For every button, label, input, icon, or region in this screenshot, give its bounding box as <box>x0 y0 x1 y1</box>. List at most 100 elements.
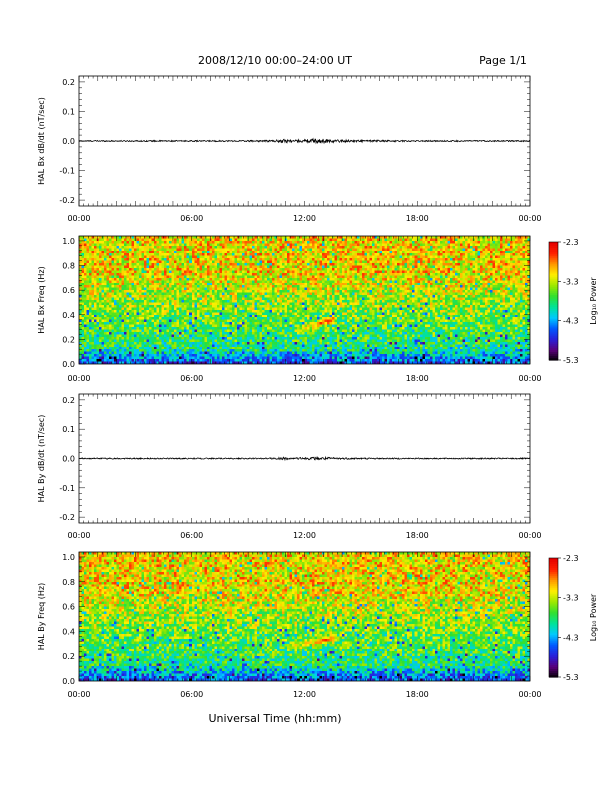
colorbar-swatch <box>549 354 558 357</box>
colorbar-swatch <box>549 621 558 625</box>
y-tick-label: 0.0 <box>62 137 75 146</box>
colorbar-swatch <box>549 561 558 565</box>
colorbar-swatch <box>549 247 558 251</box>
y-tick-label: 0.0 <box>62 360 75 369</box>
colorbar-swatch <box>549 603 558 607</box>
colorbar-swatch <box>549 269 558 273</box>
colorbar-swatch <box>549 281 558 284</box>
y-tick-label: -0.2 <box>59 513 75 522</box>
colorbar-swatch <box>549 267 558 271</box>
colorbar-frame <box>548 557 559 678</box>
colorbar-swatch <box>549 565 558 569</box>
colorbar-swatch <box>549 645 558 648</box>
y-tick-label: 0.2 <box>62 652 75 661</box>
colorbar-swatch <box>549 611 558 615</box>
y-tick-label: 0.4 <box>62 311 75 320</box>
colorbar-swatch <box>549 601 558 605</box>
colorbar-swatch <box>549 293 558 296</box>
colorbar-swatch <box>549 647 558 650</box>
colorbar-swatch <box>549 581 558 585</box>
colorbar-swatch <box>549 352 558 355</box>
colorbar-swatch <box>549 263 558 267</box>
colorbar-swatch <box>549 271 558 275</box>
x-tick-label: 06:00 <box>180 214 203 223</box>
y-tick-label: 0.6 <box>62 286 75 295</box>
colorbar-swatch <box>549 318 558 322</box>
colorbar-swatch <box>549 330 558 334</box>
colorbar-swatch <box>549 595 558 599</box>
colorbar-swatch <box>549 665 558 668</box>
colorbar-swatch <box>549 242 558 245</box>
y-axis-label-1: HAL Bx Freq (Hz) <box>37 266 46 333</box>
x-tick-label: 18:00 <box>406 531 429 540</box>
figure-title: 2008/12/10 00:00–24:00 UT <box>198 54 352 67</box>
y-tick-label: 0.4 <box>62 627 75 636</box>
colorbar-swatch <box>549 302 558 306</box>
colorbar-swatch <box>549 356 558 359</box>
colorbar-swatch <box>549 301 558 304</box>
y-tick-label: 0.2 <box>62 335 75 344</box>
colorbar-swatch <box>549 655 558 658</box>
colorbar-swatch <box>549 257 558 261</box>
colorbar-swatch <box>549 617 558 621</box>
colorbar-swatch <box>549 589 558 593</box>
colorbar-swatch <box>549 287 558 290</box>
colorbar-swatch <box>549 575 558 579</box>
colorbar-swatch <box>549 297 558 300</box>
colorbar-swatch <box>549 663 558 666</box>
series-line-0 <box>78 137 531 145</box>
colorbar-tick-label: -4.3 <box>563 317 579 326</box>
colorbar-swatch <box>549 651 558 654</box>
spectrogram-image-1 <box>79 236 530 364</box>
colorbar-swatch <box>549 346 558 349</box>
colorbar-swatch <box>549 348 558 351</box>
y-tick-label: -0.1 <box>59 484 75 493</box>
colorbar-swatch <box>549 326 558 330</box>
colorbar-swatch <box>549 308 558 312</box>
colorbar-swatch <box>549 350 558 353</box>
colorbar-swatch <box>549 605 558 609</box>
colorbar-swatch <box>549 332 558 336</box>
colorbar-swatch <box>549 671 558 674</box>
colorbar-swatch <box>549 625 558 629</box>
colorbar-swatch <box>549 629 558 632</box>
colorbar-tick-label: -2.3 <box>563 554 579 563</box>
colorbar-swatch <box>549 657 558 660</box>
colorbar-swatch <box>549 312 558 316</box>
colorbar-swatch <box>549 265 558 269</box>
x-tick-label: 12:00 <box>293 690 316 699</box>
colorbar-swatch <box>549 243 558 247</box>
colorbar-swatch <box>549 593 558 597</box>
colorbar-tick-label: -2.3 <box>563 238 579 247</box>
y-axis-label-3: HAL By Freq (Hz) <box>37 583 46 650</box>
colorbar-tick-label: -3.3 <box>563 594 579 603</box>
colorbar-swatch <box>549 643 558 646</box>
colorbar-swatch <box>549 667 558 670</box>
colorbar-label: Log₁₀ Power <box>589 277 598 325</box>
y-tick-label: 0.0 <box>62 677 75 686</box>
colorbar-swatch <box>549 569 558 573</box>
y-tick-label: 0.0 <box>62 455 75 464</box>
colorbar-tick-label: -4.3 <box>563 633 579 642</box>
colorbar-swatch <box>549 249 558 253</box>
y-tick-label: 1.0 <box>62 237 75 246</box>
x-tick-label: 06:00 <box>180 531 203 540</box>
colorbar-swatch <box>549 633 558 636</box>
x-axis-label: Universal Time (hh:mm) <box>209 712 342 725</box>
colorbar-swatch <box>549 635 558 638</box>
y-tick-label: 0.1 <box>62 425 75 434</box>
colorbar-swatch <box>549 627 558 630</box>
colorbar-swatch <box>549 251 558 255</box>
x-tick-label: 00:00 <box>518 374 541 383</box>
colorbar-swatch <box>549 322 558 326</box>
colorbar-swatch <box>549 571 558 575</box>
colorbar-swatch <box>549 615 558 619</box>
x-tick-label: 12:00 <box>293 214 316 223</box>
colorbar-swatch <box>549 641 558 644</box>
colorbar-swatch <box>549 304 558 308</box>
y-tick-label: 0.1 <box>62 107 75 116</box>
x-tick-label: 00:00 <box>518 214 541 223</box>
colorbar-swatch <box>549 299 558 302</box>
y-axis-label-2: HAL By dB/dt (nT/sec) <box>37 415 46 503</box>
